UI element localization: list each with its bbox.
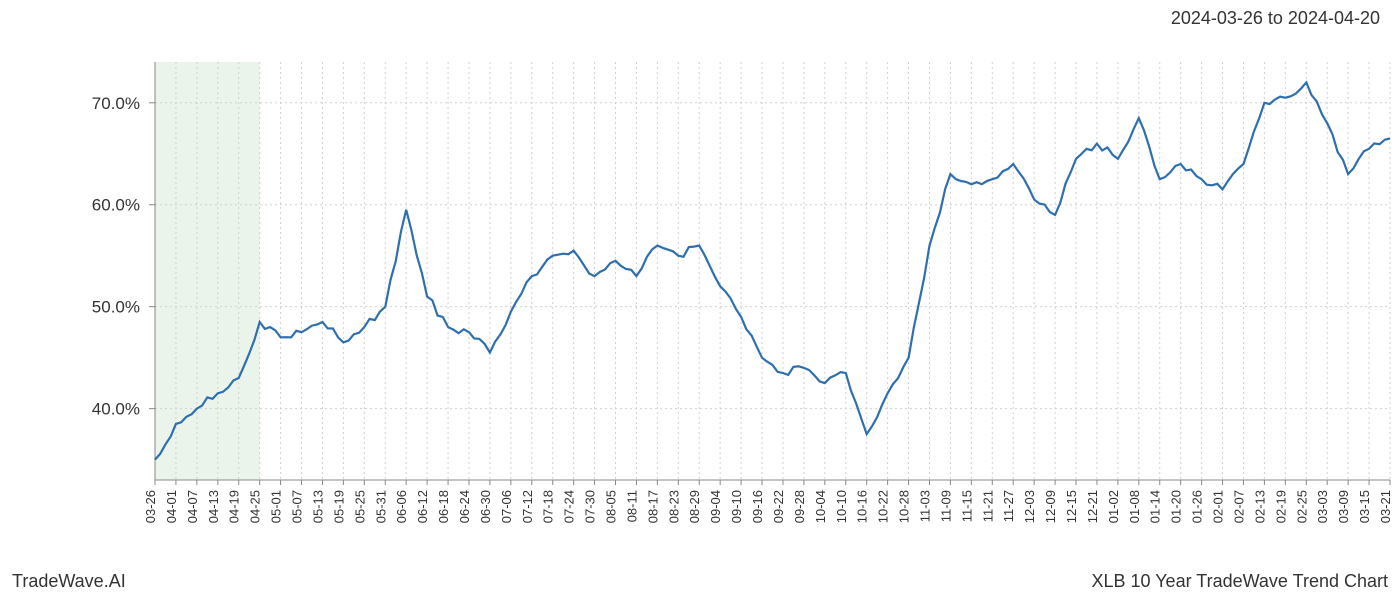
x-tick-label: 10-16 bbox=[855, 490, 870, 523]
x-tick-label: 01-26 bbox=[1190, 490, 1205, 523]
x-tick-label: 07-06 bbox=[499, 490, 514, 523]
x-tick-label: 08-23 bbox=[666, 490, 681, 523]
trend-chart: 40.0% 50.0% 60.0% 70.0% 03-26 04-01 04-07 04-13… bbox=[0, 40, 1400, 560]
x-tick-label: 09-04 bbox=[708, 490, 723, 523]
x-tick-label: 03-15 bbox=[1357, 490, 1372, 523]
x-tick-label: 09-16 bbox=[750, 490, 765, 523]
x-tick-label: 08-05 bbox=[604, 490, 619, 523]
x-tick-label: 05-07 bbox=[290, 490, 305, 523]
x-tick-label: 09-28 bbox=[792, 490, 807, 523]
x-tick-label: 10-22 bbox=[876, 490, 891, 523]
chart-title: XLB 10 Year TradeWave Trend Chart bbox=[1091, 571, 1388, 592]
x-tick-label: 01-14 bbox=[1148, 490, 1163, 523]
x-tick-label: 09-22 bbox=[771, 490, 786, 523]
x-tick-label: 05-25 bbox=[352, 490, 367, 523]
x-tick-label: 10-28 bbox=[897, 490, 912, 523]
y-tick-label: 60.0% bbox=[92, 196, 140, 215]
x-tick-label: 01-08 bbox=[1127, 490, 1142, 523]
x-tick-label: 11-09 bbox=[938, 490, 953, 522]
x-tick-label: 11-15 bbox=[959, 490, 974, 522]
x-tick-label: 12-03 bbox=[1022, 490, 1037, 523]
x-tick-label: 04-01 bbox=[164, 490, 179, 523]
x-tick-label: 08-17 bbox=[645, 490, 660, 523]
x-tick-label: 05-19 bbox=[331, 490, 346, 523]
x-tick-label: 07-24 bbox=[562, 490, 577, 523]
x-tick-label: 01-20 bbox=[1169, 490, 1184, 523]
x-tick-label: 08-29 bbox=[687, 490, 702, 523]
x-tick-label: 11-27 bbox=[1001, 490, 1016, 522]
x-tick-label: 01-02 bbox=[1106, 490, 1121, 523]
x-tick-label: 06-18 bbox=[436, 490, 451, 523]
x-tick-label: 04-07 bbox=[185, 490, 200, 523]
brand-label: TradeWave.AI bbox=[12, 571, 126, 592]
x-tick-label: 04-25 bbox=[248, 490, 263, 523]
highlight-band bbox=[155, 62, 260, 480]
x-tick-label: 03-21 bbox=[1378, 490, 1393, 523]
x-tick-label: 02-13 bbox=[1252, 490, 1267, 523]
x-tick-label: 07-30 bbox=[583, 490, 598, 523]
x-tick-label: 04-13 bbox=[206, 490, 221, 523]
x-tick-label: 06-24 bbox=[457, 490, 472, 523]
x-tick-label: 12-09 bbox=[1043, 490, 1058, 523]
x-tick-label: 11-03 bbox=[917, 490, 932, 522]
x-tick-label: 10-04 bbox=[813, 490, 828, 523]
x-tick-label: 03-26 bbox=[143, 490, 158, 523]
series-line bbox=[155, 82, 1390, 459]
x-tick-label: 02-07 bbox=[1231, 490, 1246, 523]
x-tick-label: 05-01 bbox=[269, 490, 284, 523]
y-tick-label: 50.0% bbox=[92, 298, 140, 317]
y-tick-label: 40.0% bbox=[92, 400, 140, 419]
x-tick-label: 07-18 bbox=[541, 490, 556, 523]
x-tick-label: 06-30 bbox=[478, 490, 493, 523]
x-tick-label: 09-10 bbox=[729, 490, 744, 523]
x-tick-label: 02-19 bbox=[1273, 490, 1288, 523]
x-tick-label: 02-25 bbox=[1294, 490, 1309, 523]
x-tick-label: 11-21 bbox=[980, 490, 995, 522]
x-tick-label: 06-06 bbox=[394, 490, 409, 523]
x-tick-label: 10-10 bbox=[834, 490, 849, 523]
y-tick-label: 70.0% bbox=[92, 94, 140, 113]
x-tick-label: 03-03 bbox=[1315, 490, 1330, 523]
x-tick-label: 03-09 bbox=[1336, 490, 1351, 523]
x-tick-label: 12-15 bbox=[1064, 490, 1079, 523]
x-tick-label: 02-01 bbox=[1211, 490, 1226, 523]
x-tick-label: 05-13 bbox=[310, 490, 325, 523]
x-tick-label: 12-21 bbox=[1085, 490, 1100, 523]
x-tick-label: 04-19 bbox=[227, 490, 242, 523]
x-tick-label: 08-11 bbox=[624, 490, 639, 522]
x-tick-label: 07-12 bbox=[520, 490, 535, 523]
x-tick-label: 06-12 bbox=[415, 490, 430, 523]
chart-svg: 40.0% 50.0% 60.0% 70.0% 03-26 04-01 04-07 04-13… bbox=[0, 40, 1400, 560]
x-tick-label: 05-31 bbox=[373, 490, 388, 523]
date-range-label: 2024-03-26 to 2024-04-20 bbox=[1171, 8, 1380, 29]
